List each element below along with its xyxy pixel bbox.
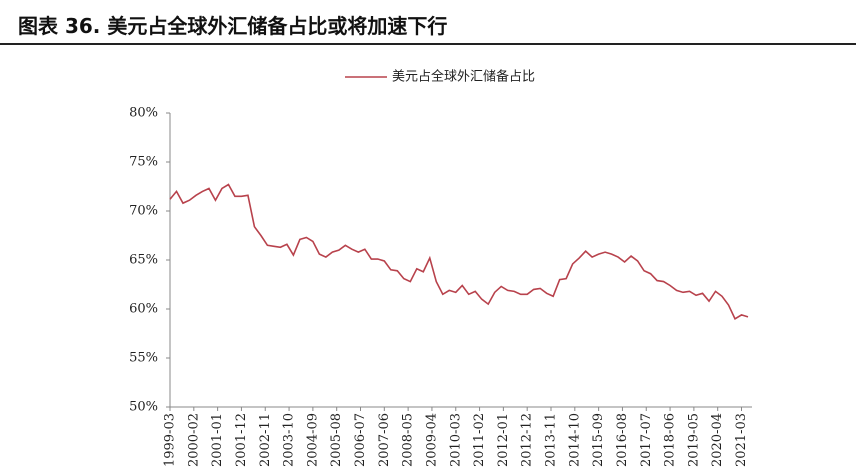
x-tick-label: 2001-12 (234, 413, 249, 467)
x-tick-label: 2013-11 (544, 413, 559, 467)
y-tick-label: 55% (129, 351, 158, 366)
x-tick-label: 2017-07 (639, 413, 654, 467)
x-tick-label: 2001-01 (210, 413, 225, 467)
x-tick-label: 2004-09 (305, 413, 320, 467)
title-rule (0, 43, 856, 45)
x-tick-label: 2012-01 (496, 413, 511, 467)
x-tick-label: 2016-08 (615, 413, 630, 467)
legend-label: 美元占全球外汇储备占比 (392, 69, 535, 85)
x-tick-label: 2021-03 (734, 413, 749, 467)
x-tick-label: 2011-02 (472, 413, 487, 467)
chart-title: 图表 36. 美元占全球外汇储备占比或将加速下行 (18, 14, 448, 38)
x-tick-label: 2006-07 (353, 413, 368, 467)
x-tick-label: 2000-02 (186, 413, 201, 467)
x-tick-label: 2008-05 (401, 413, 416, 467)
y-tick-label: 75% (129, 155, 158, 170)
x-tick-label: 2012-12 (520, 413, 535, 467)
x-tick-label: 2009-04 (424, 413, 439, 467)
series-line (169, 183, 749, 320)
x-tick-label: 2007-06 (377, 413, 392, 467)
x-tick-label: 2019-05 (686, 413, 701, 467)
y-tick-label: 65% (129, 253, 158, 268)
x-tick-label: 2018-06 (663, 413, 678, 467)
y-tick-label: 60% (129, 302, 158, 317)
x-tick-label: 2014-10 (567, 413, 582, 467)
y-tick-label: 50% (129, 400, 158, 415)
x-tick-label: 2020-04 (710, 413, 725, 467)
x-tick-label: 2002-11 (258, 413, 273, 467)
y-tick-label: 80% (129, 106, 158, 121)
x-tick-label: 2003-10 (282, 413, 297, 467)
y-tick-label: 70% (129, 204, 158, 219)
x-tick-label: 2015-09 (591, 413, 606, 467)
x-tick-label: 1999-03 (163, 413, 178, 467)
x-tick-label: 2005-08 (329, 413, 344, 467)
x-tick-label: 2010-03 (448, 413, 463, 467)
